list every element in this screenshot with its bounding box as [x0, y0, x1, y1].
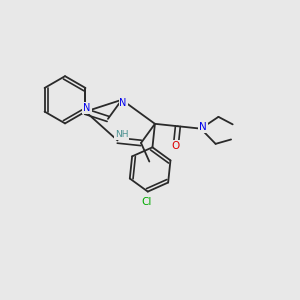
Text: N: N	[83, 103, 91, 113]
Text: N: N	[199, 122, 207, 132]
Text: Cl: Cl	[142, 197, 152, 207]
Text: N: N	[119, 98, 127, 108]
Text: NH: NH	[115, 130, 128, 139]
Text: O: O	[172, 141, 180, 151]
